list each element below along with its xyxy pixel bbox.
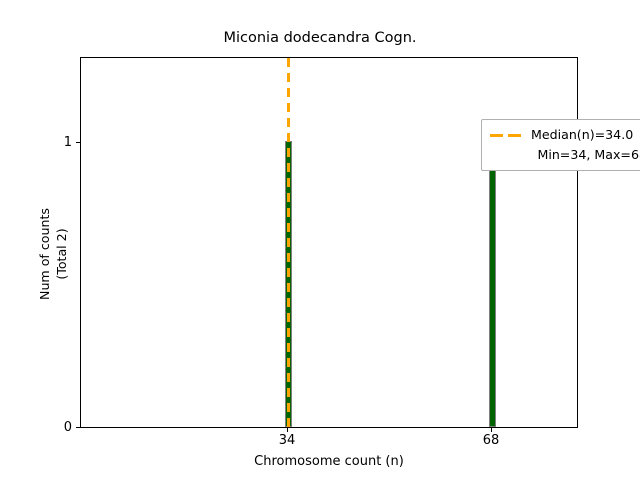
y-axis-label-line2: (Total 2) (54, 228, 69, 280)
xtick-label-68: 68 (482, 433, 500, 448)
xtick-label-34: 34 (278, 433, 296, 448)
legend-label-range: Min=34, Max=68 (537, 147, 640, 162)
ytick-label-0: 0 (63, 420, 72, 435)
x-axis-label: Chromosome count (n) (254, 454, 404, 469)
legend-item-median[interactable]: Median(n)=34.0 (489, 125, 640, 145)
dashed-line-icon (489, 125, 525, 145)
y-axis-label-line1: Num of counts (37, 208, 52, 300)
ytick-label-1: 1 (63, 135, 72, 150)
bars-layer (81, 58, 577, 427)
xtick-mark-34 (286, 428, 288, 432)
ytick-mark-0 (76, 427, 80, 429)
plot-area: Median(n)=34.0 Min=34, Max=68 (80, 57, 640, 428)
xtick-mark-68 (491, 428, 493, 432)
legend-label-median: Median(n)=34.0 (531, 127, 634, 142)
legend-item-range: Min=34, Max=68 (489, 145, 640, 165)
bar-68[interactable] (489, 141, 496, 427)
chart-title: Miconia dodecandra Cogn. (223, 30, 417, 46)
legend-box: Median(n)=34.0 Min=34, Max=68 (481, 119, 640, 171)
y-axis-label: Num of counts (Total 2) (35, 68, 71, 440)
ytick-mark-1 (76, 142, 80, 144)
median-line (286, 58, 290, 427)
